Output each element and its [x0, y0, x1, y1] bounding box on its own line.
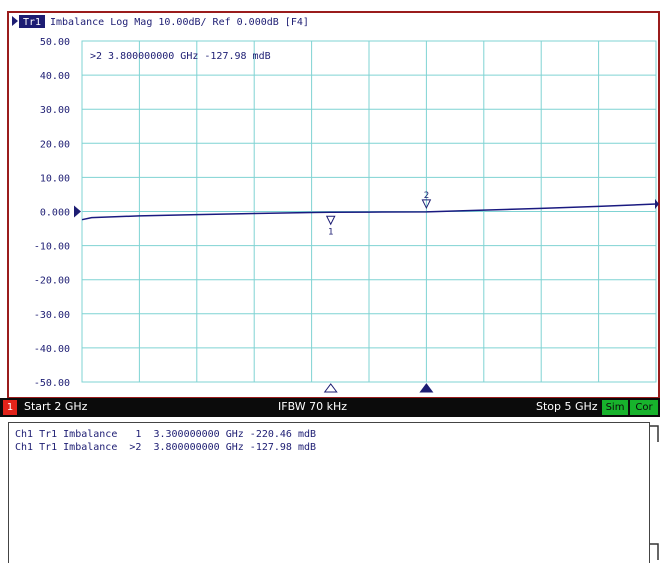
y-tick-label: 0.000: [40, 208, 70, 219]
trace-tag: Tr1: [23, 17, 41, 28]
sim-badge: Sim: [602, 400, 628, 415]
marker-table-row: Ch1 Tr1 Imbalance 1 3.300000000 GHz -220…: [15, 429, 316, 440]
y-tick-label: 40.00: [40, 71, 70, 82]
start-frequency-label[interactable]: Start 2 GHz: [24, 400, 87, 413]
y-tick-label: 10.00: [40, 173, 70, 184]
table-side-frame: [648, 422, 660, 562]
y-tick-label: 30.00: [40, 105, 70, 116]
trace-title: Imbalance Log Mag 10.00dB/ Ref 0.000dB […: [50, 17, 309, 28]
y-tick-label: -50.00: [34, 378, 70, 389]
y-tick-label: -30.00: [34, 310, 70, 321]
active-marker-readout: >2 3.800000000 GHz -127.98 mdB: [90, 51, 271, 62]
marker-table: Ch1 Tr1 Imbalance 1 3.300000000 GHz -220…: [8, 422, 650, 563]
y-tick-label: -40.00: [34, 344, 70, 355]
stop-frequency-label[interactable]: Stop 5 GHz: [536, 400, 598, 413]
status-bar: 1 Start 2 GHz IFBW 70 kHz Stop 5 GHz Sim…: [0, 398, 660, 417]
y-tick-label: 20.00: [40, 139, 70, 150]
marker-label: 2: [424, 191, 429, 201]
y-tick-label: -10.00: [34, 242, 70, 253]
marker-label: 1: [328, 227, 333, 237]
ifbw-label[interactable]: IFBW 70 kHz: [278, 400, 347, 413]
cor-badge: Cor: [630, 400, 658, 415]
channel-badge[interactable]: 1: [3, 400, 17, 415]
y-tick-label: 50.00: [40, 37, 70, 48]
marker-table-row: Ch1 Tr1 Imbalance >2 3.800000000 GHz -12…: [15, 442, 316, 453]
y-tick-label: -20.00: [34, 276, 70, 287]
